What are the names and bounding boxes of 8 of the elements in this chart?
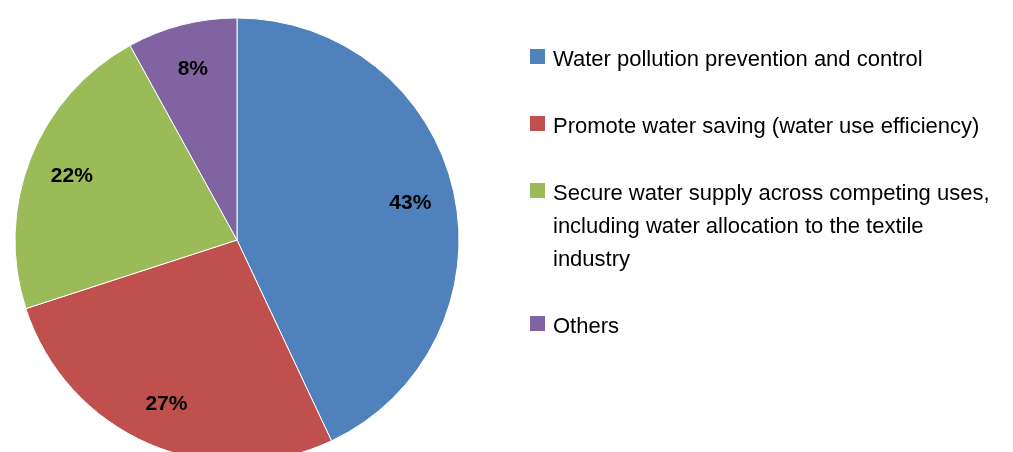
legend-label: Secure water supply across competing uses, including water allocation to the textile industry (553, 179, 991, 273)
legend-label: Promote water saving (water use efficiency) (553, 112, 980, 140)
legend-label: Water pollution prevention and control (553, 45, 923, 73)
data-label: 43% (389, 189, 432, 213)
data-label: 8% (177, 56, 209, 80)
data-label: 22% (50, 163, 94, 187)
data-label: 27% (145, 391, 188, 415)
legend-label: Others (553, 312, 620, 340)
